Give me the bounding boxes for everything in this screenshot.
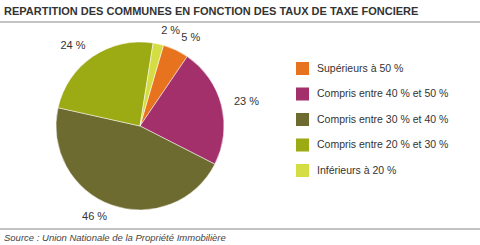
pie-slice xyxy=(140,43,163,126)
source: Source : Union Nationale de la Propriété… xyxy=(4,232,226,243)
data-label: 23 % xyxy=(234,95,259,107)
source-rule xyxy=(0,229,480,230)
legend-entry: Compris entre 20 % et 30 % xyxy=(296,138,448,151)
data-label: 24 % xyxy=(60,39,85,51)
legend-entry: Compris entre 40 % et 50 % xyxy=(296,87,448,100)
legend-swatch xyxy=(296,139,309,152)
chart: REPARTITION DES COMMUNES EN FONCTION DES… xyxy=(0,0,480,245)
data-label: 5 % xyxy=(181,31,200,43)
legend-label: Inférieurs à 20 % xyxy=(317,164,396,176)
legend-swatch xyxy=(296,113,309,126)
legend-swatch xyxy=(296,88,309,101)
legend: Supérieurs à 50 % Compris entre 40 % et 5… xyxy=(296,62,448,177)
title: REPARTITION DES COMMUNES EN FONCTION DES… xyxy=(4,5,418,17)
legend-label: Compris entre 20 % et 30 % xyxy=(317,138,448,150)
data-label: 2 % xyxy=(161,24,180,36)
title-rule xyxy=(0,22,480,23)
data-label: 46 % xyxy=(82,210,107,222)
legend-label: Compris entre 30 % et 40 % xyxy=(317,113,448,125)
legend-swatch xyxy=(296,62,309,75)
legend-entry: Inférieurs à 20 % xyxy=(296,164,396,177)
pie-slice xyxy=(58,42,153,126)
legend-entry: Compris entre 30 % et 40 % xyxy=(296,113,448,126)
pie: 5 % 23 % 46 % 24 % 2 % xyxy=(56,24,259,222)
legend-label: Supérieurs à 50 % xyxy=(317,62,403,74)
legend-swatch xyxy=(296,164,309,177)
legend-entry: Supérieurs à 50 % xyxy=(296,62,403,75)
legend-label: Compris entre 40 % et 50 % xyxy=(317,87,448,99)
